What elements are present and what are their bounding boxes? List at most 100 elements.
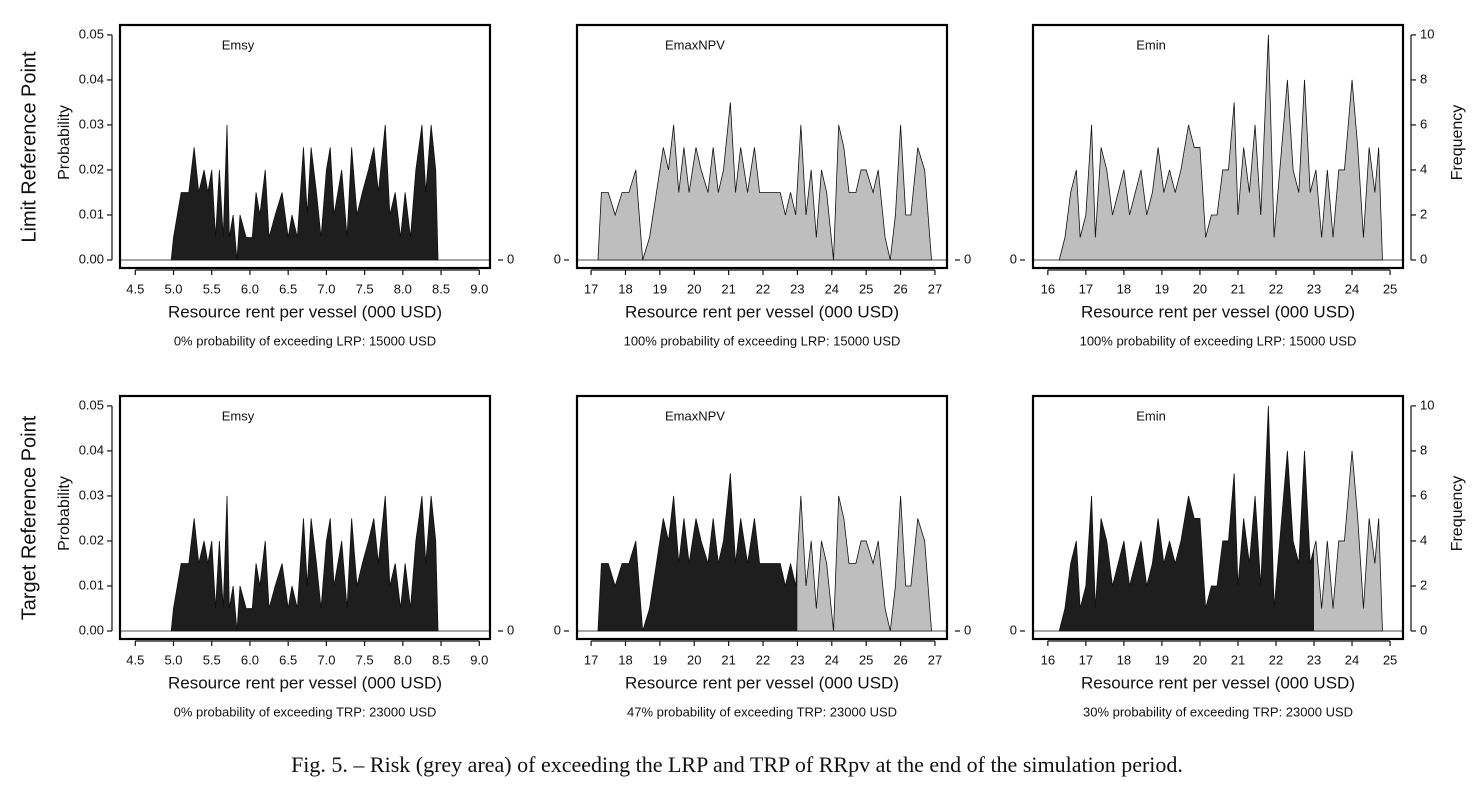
- x-tick-label: 18: [1117, 281, 1131, 296]
- area-above-threshold: [1314, 450, 1383, 632]
- y2-tick-label: 0: [964, 622, 971, 637]
- y-tick-label: 0: [554, 251, 561, 266]
- x-tick-label: 19: [1155, 652, 1169, 667]
- x-axis-label: Resource rent per vessel (000 USD): [625, 302, 899, 321]
- x-tick-label: 25: [859, 281, 873, 296]
- x-tick-label: 7.0: [317, 652, 335, 667]
- x-axis-label: Resource rent per vessel (000 USD): [168, 673, 442, 692]
- y-tick-label: 0.00: [79, 251, 104, 266]
- y-tick-label: 0.05: [79, 26, 104, 41]
- x-tick-label: 23: [1307, 652, 1321, 667]
- row-label: Limit Reference Point: [18, 51, 40, 243]
- x-tick-label: 20: [1193, 652, 1207, 667]
- x-tick-label: 20: [1193, 281, 1207, 296]
- x-tick-label: 5.0: [164, 652, 182, 667]
- x-tick-label: 5.5: [203, 281, 221, 296]
- panel-label: Emsy: [222, 37, 255, 52]
- x-tick-label: 21: [721, 652, 735, 667]
- y-tick-label: 0.03: [79, 116, 104, 131]
- area-below-threshold: [597, 473, 798, 632]
- x-tick-label: 8.5: [432, 281, 450, 296]
- x-tick-label: 23: [790, 652, 804, 667]
- panel-label: Emin: [1136, 408, 1166, 423]
- x-tick-label: 20: [687, 281, 701, 296]
- y2-tick-label: 2: [1420, 206, 1427, 221]
- x-tick-label: 22: [756, 281, 770, 296]
- x-tick-label: 7.0: [317, 281, 335, 296]
- x-tick-label: 22: [1269, 281, 1283, 296]
- panel-label: Emsy: [222, 408, 255, 423]
- plot-frame: [1031, 23, 1405, 270]
- y-tick-label: 0.03: [79, 487, 104, 502]
- y2-tick-label: 8: [1420, 442, 1427, 457]
- y-tick-label: 0.05: [79, 397, 104, 412]
- x-tick-label: 4.5: [126, 652, 144, 667]
- note: 100% probability of exceeding LRP: 15000…: [624, 333, 901, 348]
- y-tick-label: 0.01: [79, 206, 104, 221]
- plot-frame: [118, 23, 492, 270]
- y-tick-label: 0.02: [79, 161, 104, 176]
- x-tick-label: 24: [1345, 281, 1359, 296]
- x-tick-label: 21: [1231, 652, 1245, 667]
- x-tick-label: 21: [721, 281, 735, 296]
- y2-tick-label: 6: [1420, 487, 1427, 502]
- y-tick-label: 0.02: [79, 532, 104, 547]
- x-tick-label: 21: [1231, 281, 1245, 296]
- y-tick-label: 0: [554, 622, 561, 637]
- x-tick-label: 27: [928, 281, 942, 296]
- y-tick-label: 0: [1010, 622, 1017, 637]
- x-tick-label: 7.5: [356, 652, 374, 667]
- x-tick-label: 5.0: [164, 281, 182, 296]
- y2-tick-label: 0: [964, 251, 971, 266]
- x-tick-label: 23: [1307, 281, 1321, 296]
- y2-axis-label: Frequency: [1449, 105, 1466, 181]
- area-below-threshold: [1058, 405, 1315, 632]
- x-tick-label: 24: [825, 652, 839, 667]
- panel-label: EmaxNPV: [665, 37, 725, 52]
- x-tick-label: 22: [1269, 652, 1283, 667]
- y-axis-label: Probability: [56, 105, 73, 180]
- y2-tick-label: 0: [507, 251, 514, 266]
- y-axis-label: Probability: [56, 476, 73, 551]
- y-tick-label: 0.00: [79, 622, 104, 637]
- y-tick-label: 0: [1010, 251, 1017, 266]
- x-tick-label: 18: [618, 281, 632, 296]
- x-tick-label: 19: [653, 652, 667, 667]
- plot-frame: [118, 394, 492, 641]
- note: 0% probability of exceeding LRP: 15000 U…: [174, 333, 436, 348]
- y2-tick-label: 0: [1420, 251, 1427, 266]
- area-above-threshold: [797, 495, 932, 632]
- x-tick-label: 8.0: [394, 281, 412, 296]
- y2-tick-label: 0: [507, 622, 514, 637]
- area-above-threshold: [597, 102, 932, 261]
- x-tick-label: 25: [859, 652, 873, 667]
- x-tick-label: 17: [584, 652, 598, 667]
- caption: Fig. 5. – Risk (grey area) of exceeding …: [291, 752, 1183, 777]
- x-tick-label: 17: [584, 281, 598, 296]
- panel-label: Emin: [1136, 37, 1166, 52]
- area-above-threshold: [1058, 34, 1383, 261]
- x-tick-label: 22: [756, 652, 770, 667]
- y-tick-label: 0.01: [79, 577, 104, 592]
- note: 0% probability of exceeding TRP: 23000 U…: [174, 704, 437, 719]
- y2-tick-label: 0: [1420, 622, 1427, 637]
- x-tick-label: 27: [928, 652, 942, 667]
- x-tick-label: 16: [1041, 281, 1055, 296]
- x-tick-label: 26: [893, 281, 907, 296]
- x-tick-label: 19: [1155, 281, 1169, 296]
- x-axis-label: Resource rent per vessel (000 USD): [1081, 673, 1355, 692]
- x-tick-label: 6.5: [279, 281, 297, 296]
- x-tick-label: 9.0: [470, 652, 488, 667]
- x-tick-label: 19: [653, 281, 667, 296]
- x-tick-label: 24: [1345, 652, 1359, 667]
- x-tick-label: 23: [790, 281, 804, 296]
- x-tick-label: 25: [1383, 281, 1397, 296]
- x-axis-label: Resource rent per vessel (000 USD): [168, 302, 442, 321]
- x-tick-label: 16: [1041, 652, 1055, 667]
- note: 47% probability of exceeding TRP: 23000 …: [627, 704, 897, 719]
- y2-tick-label: 10: [1420, 26, 1434, 41]
- x-tick-label: 9.0: [470, 281, 488, 296]
- plot-frame: [575, 394, 949, 641]
- row-label: Target Reference Point: [18, 415, 40, 620]
- x-tick-label: 6.5: [279, 652, 297, 667]
